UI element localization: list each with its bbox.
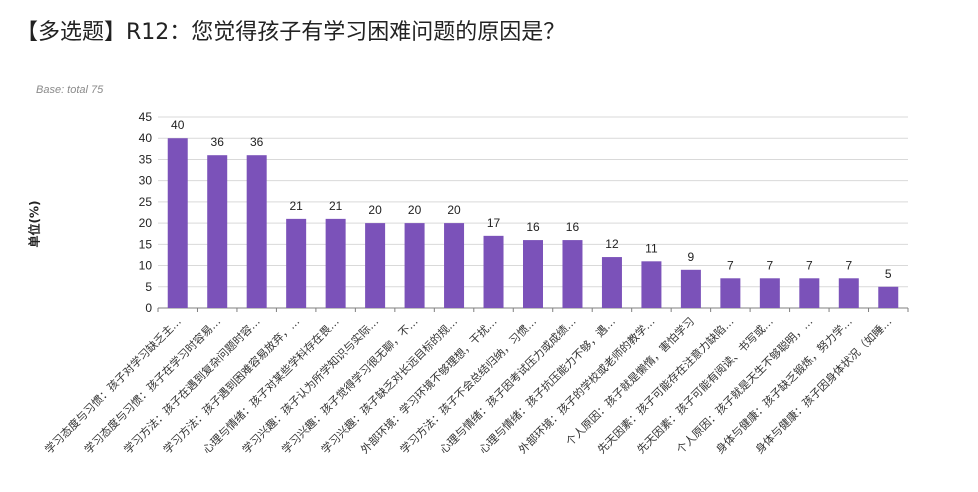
bar xyxy=(286,218,307,308)
data-label: 20 xyxy=(447,203,461,217)
bar xyxy=(483,235,504,308)
x-tick-label: 学习兴趣：孩子缺乏对长远目标的规… xyxy=(318,314,460,456)
bar xyxy=(325,218,346,308)
base-note: Base: total 75 xyxy=(36,84,104,96)
data-label: 5 xyxy=(885,267,892,281)
data-label: 21 xyxy=(289,199,303,213)
bar xyxy=(365,223,386,308)
x-tick-label: 先天因素：孩子可能有阅读、书写或… xyxy=(634,314,776,456)
x-tick-label: 心理与情绪：孩子对某些学科存在畏… xyxy=(200,314,342,456)
data-label: 7 xyxy=(766,258,773,272)
y-tick-label: 15 xyxy=(139,237,153,251)
bar xyxy=(207,155,228,308)
bar xyxy=(562,240,583,308)
x-tick-label: 学习兴趣：孩子认为所学知识与实际… xyxy=(239,314,381,456)
x-tick-label: 学习兴趣：孩子觉得学习很无聊，不… xyxy=(279,314,421,456)
bar xyxy=(523,240,543,308)
bar xyxy=(404,223,425,308)
bar xyxy=(799,278,820,308)
y-tick-label: 40 xyxy=(139,131,153,145)
y-tick-label: 10 xyxy=(139,259,153,273)
x-tick-label: 身体与健康：孩子因身体状况（如睡… xyxy=(752,314,894,456)
x-tick-label: 外部环境：孩子的学校或老师的教学… xyxy=(515,314,657,456)
data-label: 9 xyxy=(688,250,695,264)
bar xyxy=(878,286,899,308)
data-label: 7 xyxy=(806,258,813,272)
data-label: 40 xyxy=(171,118,185,132)
bar xyxy=(680,269,701,308)
data-label: 36 xyxy=(211,135,225,149)
x-tick-label: 心理与情绪：孩子因考试压力或成绩… xyxy=(436,314,578,456)
bar xyxy=(759,278,780,308)
y-tick-label: 0 xyxy=(145,301,152,315)
x-tick-label: 先天因素：孩子可能存在注意力缺陷… xyxy=(594,314,736,456)
x-tick-label: 学习方法：孩子遇到困难容易放弃，… xyxy=(160,314,302,456)
x-tick-label: 学习方法：孩子不会总结归纳，习惯… xyxy=(397,314,539,456)
bar xyxy=(601,257,622,308)
y-tick-label: 30 xyxy=(139,174,153,188)
data-label: 17 xyxy=(487,216,501,230)
data-label: 36 xyxy=(250,135,264,149)
bar xyxy=(167,138,188,308)
x-tick-label: 心理与情绪：孩子抗压能力不够，遇… xyxy=(476,314,618,456)
x-tick-label: 个人原因：孩子就是天生不够聪明，… xyxy=(673,314,815,456)
x-tick-label: 身体与健康：孩子缺乏锻炼，努力学… xyxy=(713,314,855,456)
bar xyxy=(246,155,267,308)
bar xyxy=(838,278,859,308)
data-label: 7 xyxy=(727,258,734,272)
data-label: 16 xyxy=(566,220,580,234)
chart-title: 【多选题】R12：您觉得孩子有学习困难问题的原因是？ xyxy=(16,20,566,45)
data-label: 21 xyxy=(329,199,343,213)
bar xyxy=(641,261,662,308)
data-label: 16 xyxy=(526,220,540,234)
y-tick-label: 20 xyxy=(139,216,153,230)
bar xyxy=(444,223,465,308)
data-label: 12 xyxy=(605,237,619,251)
data-label: 7 xyxy=(845,258,852,272)
x-tick-label: 外部环境：学习环境不够理想，干扰… xyxy=(358,314,500,456)
bar xyxy=(720,278,741,308)
y-tick-label: 35 xyxy=(139,152,153,166)
y-tick-label: 5 xyxy=(145,280,152,294)
x-tick-label: 学习态度与习惯：孩子在学习时容易… xyxy=(81,314,223,456)
y-tick-label: 45 xyxy=(139,110,153,124)
data-label: 20 xyxy=(368,203,382,217)
data-label: 20 xyxy=(408,203,422,217)
data-label: 11 xyxy=(645,241,658,255)
x-tick-label: 学习态度与习惯：孩子对学习缺乏主… xyxy=(42,314,184,456)
y-tick-label: 25 xyxy=(139,195,153,209)
x-tick-label: 学习方法：孩子在遇到复杂问题时容… xyxy=(121,314,263,456)
